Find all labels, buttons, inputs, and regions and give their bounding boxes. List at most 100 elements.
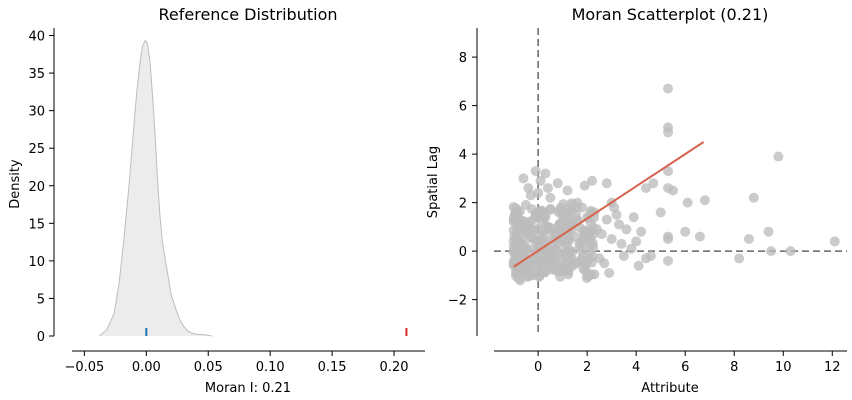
y-tick-label: 4 (459, 148, 467, 163)
reference-distribution-panel: Reference Distribution −0.05 0.00 0.05 0.10… (8, 5, 425, 396)
scatter-point (663, 233, 674, 244)
density-area (99, 40, 212, 337)
scatter-point (766, 246, 777, 257)
scatter-point (748, 192, 759, 203)
scatter-point-group (508, 83, 840, 286)
x-tick-label: 0.15 (318, 360, 347, 375)
scatter-point (611, 209, 622, 220)
scatter-point (601, 178, 612, 189)
scatter-point (535, 175, 546, 186)
scatter-point (699, 195, 710, 206)
chart-title: Reference Distribution (159, 5, 338, 24)
scatter-point (536, 234, 547, 245)
scatter-point (601, 214, 612, 225)
scatter-point (588, 242, 599, 253)
scatter-point (604, 267, 615, 278)
chart-title: Moran Scatterplot (0.21) (572, 5, 769, 24)
scatter-point (564, 234, 575, 245)
scatter-point (580, 265, 591, 276)
y-tick-group: 0 5 10 15 20 25 30 35 40 (28, 30, 54, 345)
scatter-point (606, 233, 617, 244)
scatter-point (640, 253, 651, 264)
y-tick-label: 15 (28, 217, 45, 232)
scatter-point (586, 257, 597, 268)
scatter-point (564, 245, 575, 256)
x-tick-label: −0.05 (64, 360, 104, 375)
x-axis-label: Attribute (641, 381, 698, 396)
scatter-point (581, 272, 592, 283)
x-tick-label: 12 (824, 360, 841, 375)
y-tick-label: 25 (28, 142, 45, 157)
marker-group (145, 328, 408, 336)
x-tick-label: 2 (583, 360, 591, 375)
reference-line-group (494, 28, 847, 336)
scatter-point (587, 175, 598, 186)
scatter-point (550, 253, 561, 264)
y-tick-label: 35 (28, 67, 45, 82)
scatter-point (663, 83, 674, 94)
scatter-point (621, 224, 632, 235)
y-tick-label: 6 (459, 100, 467, 115)
x-tick-group: −0.05 0.00 0.05 0.10 0.15 0.20 (64, 351, 409, 375)
scatter-point (545, 192, 556, 203)
scatter-point (633, 260, 644, 271)
x-tick-group: 0 2 4 6 8 10 12 (534, 351, 841, 375)
scatter-point (562, 185, 573, 196)
scatter-point (552, 178, 563, 189)
scatter-point (626, 243, 637, 254)
scatter-point (667, 185, 678, 196)
density-area-group (98, 40, 213, 337)
y-tick-label: 2 (459, 197, 467, 212)
y-tick-label: 30 (28, 105, 45, 120)
scatter-point (508, 242, 519, 253)
scatter-point (511, 207, 522, 218)
scatter-point (663, 127, 674, 138)
scatter-point (579, 180, 590, 191)
scatter-point (614, 219, 625, 230)
regression-line (513, 141, 705, 268)
y-tick-label: 8 (459, 51, 467, 66)
x-axis-label: Moran I: 0.21 (205, 381, 291, 396)
scatter-point (518, 173, 529, 184)
regression-line-group (513, 141, 705, 268)
scatter-point (631, 236, 642, 247)
scatter-point (533, 187, 544, 198)
scatter-point (655, 207, 666, 218)
y-tick-label: 40 (28, 30, 45, 45)
x-tick-label: 0.00 (132, 360, 161, 375)
scatter-point (540, 168, 551, 179)
scatter-point (520, 225, 531, 236)
x-tick-label: 0.10 (256, 360, 285, 375)
scatter-point (509, 255, 520, 266)
x-tick-label: 0.05 (194, 360, 223, 375)
scatter-point (599, 258, 610, 269)
scatter-point (566, 253, 577, 264)
y-axis-label: Spatial Lag (426, 146, 441, 218)
scatter-point (530, 166, 541, 177)
y-axis-label: Density (8, 159, 23, 209)
x-tick-label: 6 (681, 360, 689, 375)
scatter-point (785, 246, 796, 257)
scatter-point (577, 245, 588, 256)
scatter-point (680, 226, 691, 237)
y-tick-label: 0 (459, 245, 467, 260)
scatter-point (628, 212, 639, 223)
scatter-point (572, 202, 583, 213)
scatter-point (663, 166, 674, 177)
scatter-point (734, 253, 745, 264)
moran-scatterplot-panel: Moran Scatterplot (0.21) 0 2 4 6 8 10 12 −2 0 2 4… (426, 5, 847, 396)
scatter-point (545, 262, 556, 273)
scatter-point (636, 226, 647, 237)
scatter-point (527, 232, 538, 243)
scatter-point (555, 203, 566, 214)
y-tick-label: −2 (448, 294, 467, 309)
scatter-point (682, 197, 693, 208)
scatter-point (763, 226, 774, 237)
scatter-point (538, 250, 549, 261)
x-tick-label: 0 (534, 360, 542, 375)
scatter-point (563, 264, 574, 275)
x-tick-label: 4 (632, 360, 640, 375)
scatter-point (694, 231, 705, 242)
scatter-point (540, 211, 551, 222)
scatter-point (743, 233, 754, 244)
